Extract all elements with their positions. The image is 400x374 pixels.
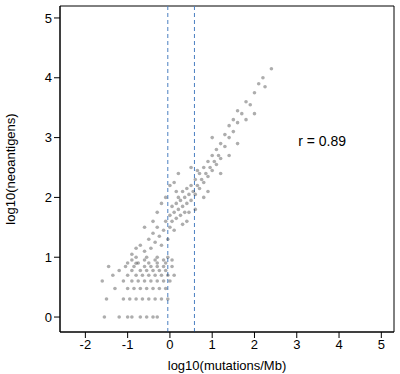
- svg-text:4: 4: [45, 70, 52, 85]
- svg-text:0: 0: [45, 310, 52, 325]
- svg-text:2: 2: [251, 337, 258, 352]
- svg-text:3: 3: [293, 337, 300, 352]
- svg-text:r = 0.89: r = 0.89: [298, 133, 346, 149]
- svg-text:-1: -1: [122, 337, 134, 352]
- svg-text:0: 0: [166, 337, 173, 352]
- svg-text:5: 5: [45, 11, 52, 26]
- svg-text:1: 1: [45, 250, 52, 265]
- svg-text:4: 4: [335, 337, 342, 352]
- svg-text:log10(mutations/Mb): log10(mutations/Mb): [168, 358, 287, 373]
- svg-text:1: 1: [209, 337, 216, 352]
- svg-text:2: 2: [45, 190, 52, 205]
- svg-text:log10(neoantigens): log10(neoantigens): [8, 113, 18, 224]
- svg-text:-2: -2: [80, 337, 92, 352]
- svg-text:3: 3: [45, 130, 52, 145]
- svg-text:5: 5: [378, 337, 385, 352]
